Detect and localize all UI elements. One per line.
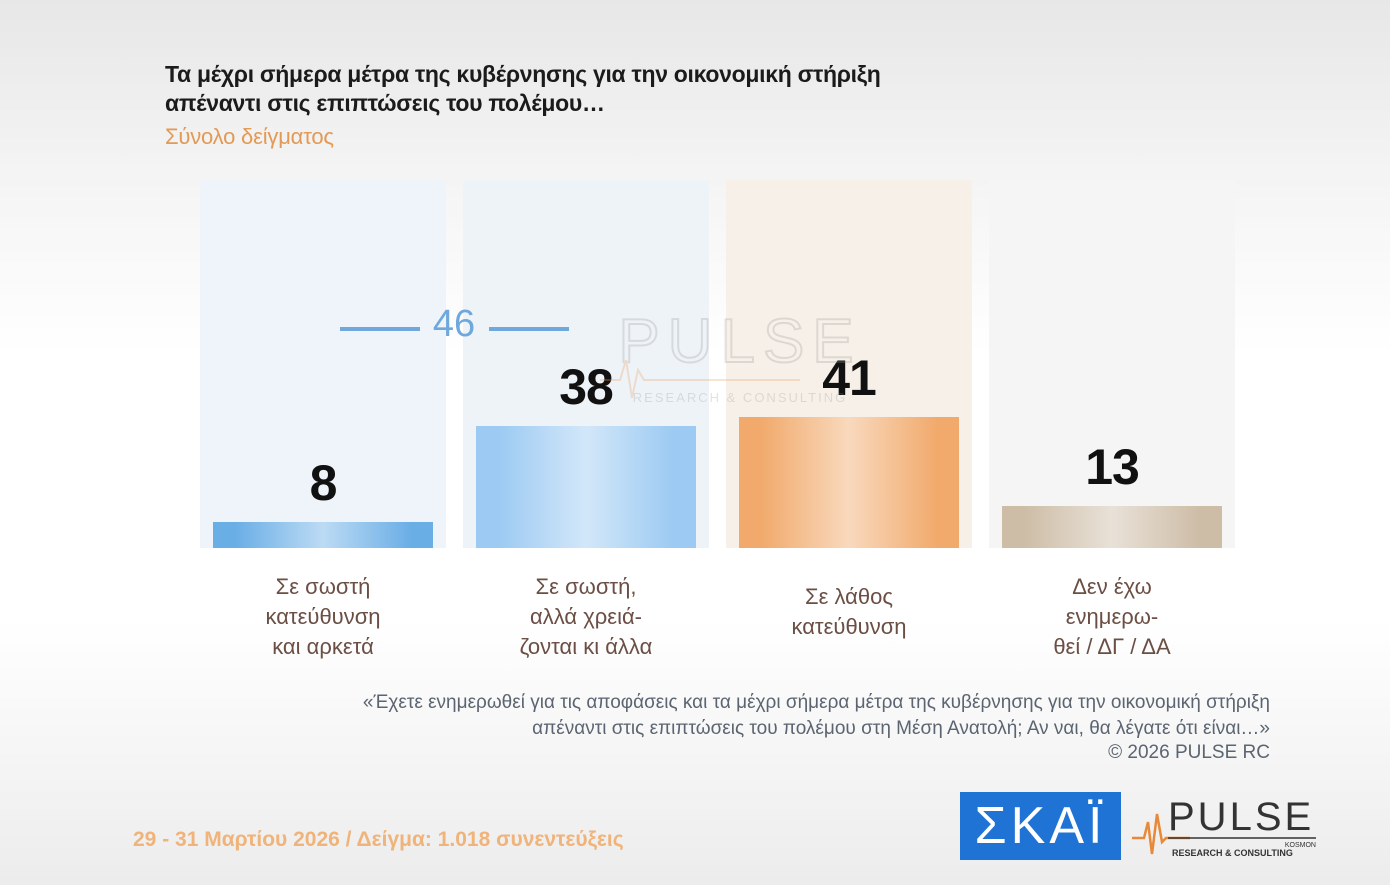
category-label: Δεν έχω ενημερω-θεί / ΔΓ / ΔΑ [989, 572, 1235, 662]
pulse-logo-text: PULSE [1168, 795, 1314, 839]
category-label-line: Σε σωστή, [535, 574, 637, 599]
watermark-tagline: RESEARCH & CONSULTING [633, 390, 847, 405]
category-label: Σε σωστή, αλλά χρειά-ζονται κι άλλα [463, 572, 709, 662]
pulse-logo-tagline: RESEARCH & CONSULTING [1172, 848, 1293, 858]
survey-footer: 29 - 31 Μαρτίου 2026 / Δείγμα: 1.018 συν… [133, 828, 624, 851]
annotation-line-right [489, 327, 569, 331]
chart-subtitle: Σύνολο δείγματος [165, 124, 334, 149]
category-label-line: θεί / ΔΓ / ΔΑ [1053, 634, 1171, 659]
category-label: Σε σωστή κατεύθυνση και αρκετά [200, 572, 446, 662]
annotation-line-left [340, 327, 420, 331]
question-line-2: απέναντι στις επιπτώσεις του πολέμου στη… [532, 718, 1270, 739]
bar-0 [213, 522, 433, 548]
question-line-1: «Έχετε ενημερωθεί για τις αποφάσεις και … [362, 692, 1270, 713]
column-background [200, 180, 446, 548]
copyright: © 2026 PULSE RC [1108, 742, 1270, 763]
category-label-line: Δεν έχω [1072, 574, 1152, 599]
category-label: Σε λάθος κατεύθυνση [726, 582, 972, 642]
pulse-logo: PULSE KOSMON RESEARCH & CONSULTING [1132, 795, 1316, 858]
category-label-line: Σε σωστή [275, 574, 371, 599]
pulse-heartbeat-icon [1132, 813, 1190, 855]
category-label-line: Σε λάθος [805, 584, 893, 609]
bar-value-label: 38 [559, 359, 614, 416]
category-label-line: ζονται κι άλλα [519, 634, 653, 659]
column-background [989, 180, 1235, 548]
chart-title: Τα μέχρι σήμερα μέτρα της κυβέρνησης για… [165, 60, 985, 118]
bar-2 [739, 416, 959, 548]
skai-logo: ΣΚΑΪ [960, 792, 1121, 860]
annotation-value: 46 [432, 303, 476, 345]
bar-value-label: 41 [822, 349, 877, 406]
category-label-line: κατεύθυνση [791, 614, 907, 639]
bar-1 [476, 426, 696, 548]
category-label-line: κατεύθυνση [265, 604, 381, 629]
bar-value-label: 13 [1085, 439, 1140, 496]
bar-value-label: 8 [309, 455, 338, 512]
category-label-line: ενημερω- [1065, 604, 1159, 629]
watermark-pulse-line-icon [600, 359, 800, 399]
category-label-line: και αρκετά [272, 634, 374, 659]
watermark-brand: PULSE [618, 307, 861, 376]
bar-3 [1002, 506, 1222, 548]
category-label-line: αλλά χρειά- [529, 604, 643, 629]
chart-title-line-2: απέναντι στις επιπτώσεις του πολέμου… [165, 90, 605, 116]
chart-title-line-1: Τα μέχρι σήμερα μέτρα της κυβέρνησης για… [165, 61, 881, 87]
question-text: «Έχετε ενημερωθεί για τις αποφάσεις και … [220, 690, 1270, 742]
pulse-watermark: PULSE RESEARCH & CONSULTING [600, 306, 861, 405]
pulse-logo-small: KOSMON [1285, 842, 1316, 849]
